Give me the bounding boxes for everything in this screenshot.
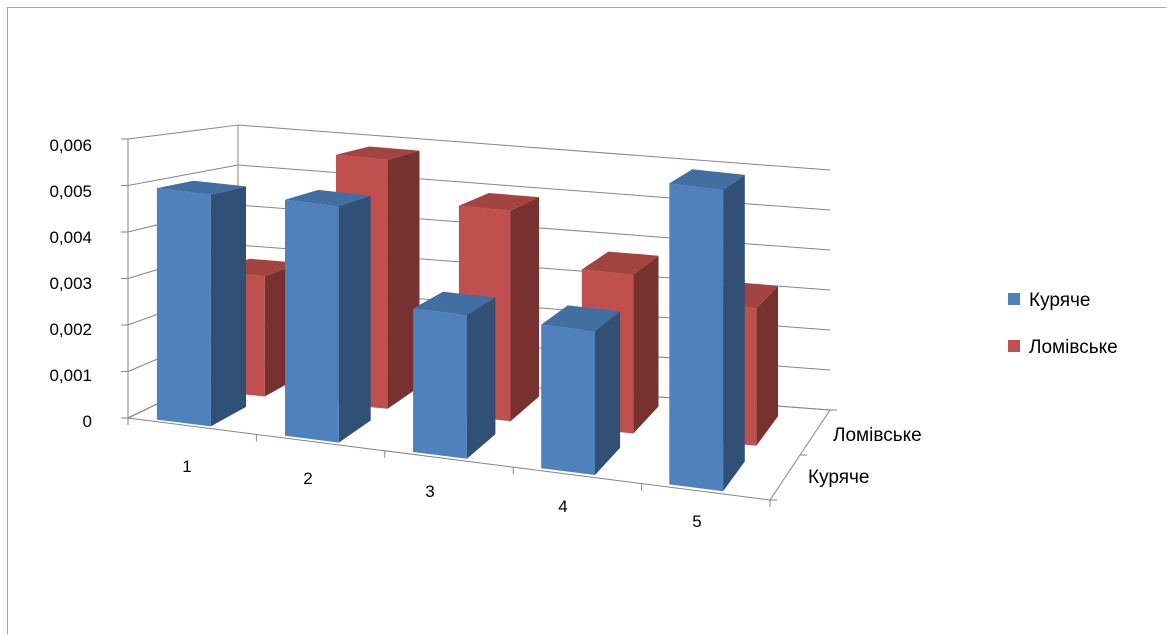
bar-side-face [756, 285, 778, 446]
bar-top-face [285, 189, 371, 207]
x-tick-label: 3 [425, 482, 434, 501]
bar-series-1-cat-1 [156, 180, 246, 427]
bar-front-face [285, 199, 339, 443]
depth-label: Куряче [808, 467, 869, 488]
bar-side-face [466, 297, 496, 459]
y-tick-label: 0,006 [49, 136, 92, 155]
bar-side-face [387, 150, 420, 409]
y-tick-label: 0,001 [49, 366, 92, 385]
depth-axis-labels: Ломівське Куряче [808, 425, 922, 488]
legend-label-series-1: Куряче [1029, 290, 1090, 311]
bar-series-1-cat-4 [541, 305, 621, 475]
bar-side-face [595, 311, 621, 475]
bar-top-face [458, 193, 539, 211]
legend-swatch-series-1 [1008, 293, 1020, 305]
y-tick-label: 0,003 [49, 274, 92, 293]
y-tick-labels: 0 0,001 0,002 0,003 0,004 0,005 0,006 [49, 136, 92, 431]
bar-top-face [669, 169, 745, 191]
side-gridline [127, 124, 239, 140]
legend-label-series-2: Ломівське [1029, 337, 1118, 358]
y-tick-label: 0,005 [49, 182, 92, 201]
y-tick-label: 0,002 [49, 320, 92, 339]
side-gridline [127, 164, 239, 186]
y-tick-label: 0,004 [49, 228, 92, 247]
x-tick-label: 1 [182, 457, 191, 476]
x-tick-labels: 1 2 3 4 5 [182, 457, 701, 531]
bars [156, 146, 778, 492]
bar-top-face [581, 251, 659, 275]
y-tick-label: 0 [83, 412, 92, 431]
x-axis-line [127, 417, 771, 501]
bar-side-face [210, 186, 246, 427]
gridline [237, 124, 831, 171]
bar-series-1-cat-2 [285, 189, 371, 443]
bar-top-face [541, 305, 621, 332]
bar-side-face [338, 195, 371, 443]
bar-side-face [633, 255, 659, 434]
bar-top-face [156, 180, 246, 195]
bar-top-face [413, 291, 496, 316]
legend: Куряче Ломівське [1008, 290, 1118, 358]
x-tick-label: 5 [692, 512, 701, 531]
bar-front-face [669, 183, 724, 492]
bar-front-face [156, 188, 211, 427]
bar-top-face [336, 146, 420, 160]
x-tick-label: 4 [558, 497, 567, 516]
x-tick-label: 2 [303, 469, 312, 488]
bar-series-1-cat-3 [413, 291, 496, 459]
bar-front-face [413, 308, 467, 459]
bar-series-1-cat-5 [669, 169, 745, 492]
depth-label: Ломівське [833, 425, 922, 446]
bar-side-face [723, 174, 745, 492]
legend-swatch-series-2 [1008, 340, 1020, 352]
bar-side-face [510, 197, 539, 422]
bar-front-face [541, 324, 595, 475]
